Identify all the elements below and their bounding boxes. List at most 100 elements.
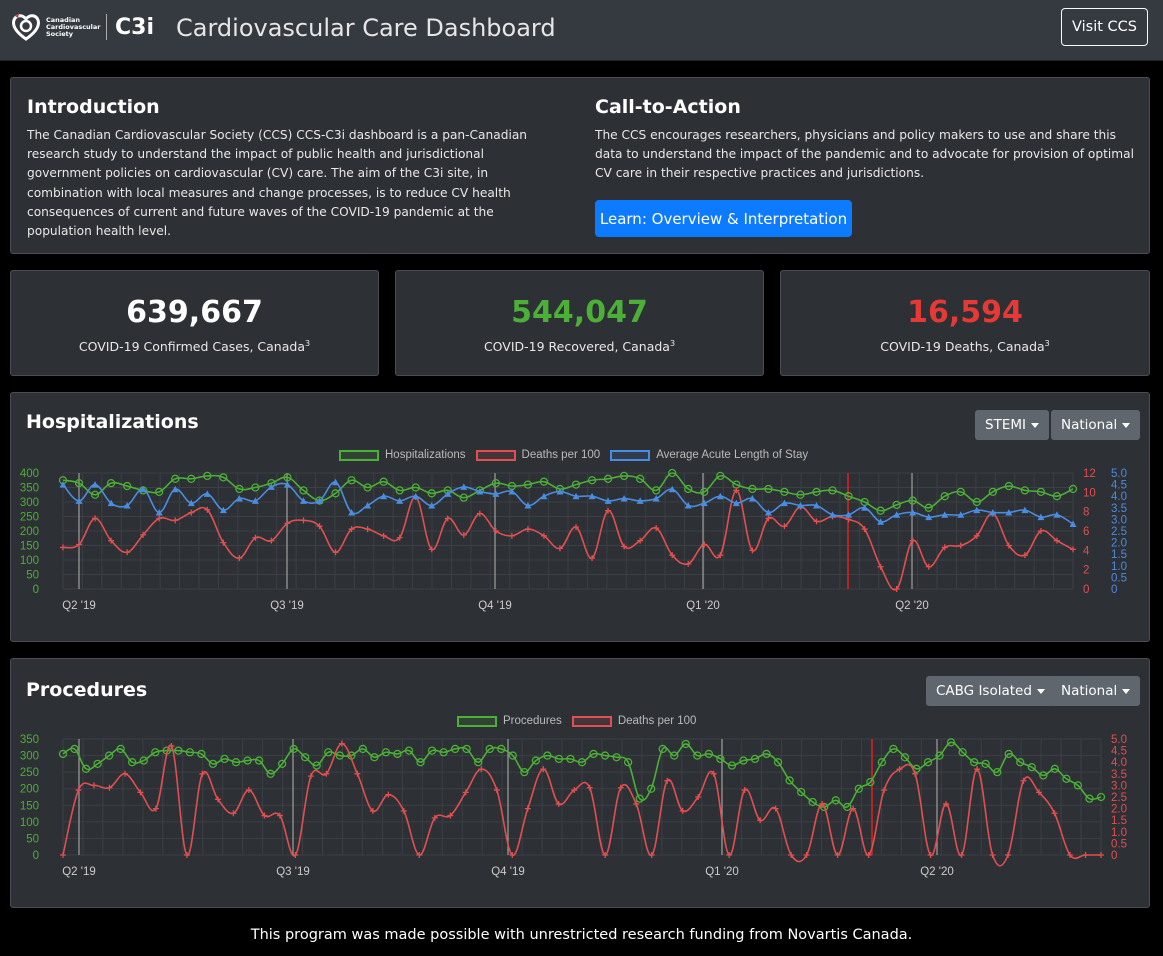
data-point[interactable] (168, 742, 175, 749)
data-point[interactable] (566, 754, 575, 764)
data-point[interactable] (104, 751, 114, 760)
data-point[interactable] (1062, 774, 1071, 783)
data-point[interactable] (1073, 781, 1083, 790)
data-point[interactable] (828, 486, 837, 495)
data-point[interactable] (695, 794, 702, 800)
data-point[interactable] (395, 486, 404, 495)
data-point[interactable] (924, 503, 933, 512)
data-point[interactable] (1036, 487, 1046, 496)
data-point[interactable] (493, 787, 500, 794)
data-point[interactable] (235, 495, 243, 502)
data-point[interactable] (316, 497, 324, 504)
data-point[interactable] (748, 495, 756, 502)
data-point[interactable] (780, 499, 788, 507)
data-point[interactable] (700, 499, 708, 507)
data-point[interactable] (1005, 542, 1012, 549)
data-point[interactable] (404, 746, 414, 755)
data-point[interactable] (187, 499, 195, 507)
data-point[interactable] (380, 532, 387, 539)
data-point[interactable] (923, 758, 933, 767)
data-point[interactable] (1085, 794, 1094, 803)
data-point[interactable] (973, 532, 980, 539)
data-point[interactable] (1004, 481, 1014, 491)
data-point[interactable] (876, 506, 885, 515)
data-point[interactable] (76, 541, 83, 548)
data-point[interactable] (912, 770, 919, 777)
data-point[interactable] (183, 852, 190, 858)
data-point[interactable] (338, 740, 345, 747)
data-point[interactable] (893, 586, 900, 592)
data-point[interactable] (459, 493, 468, 502)
data-point[interactable] (187, 474, 196, 483)
data-point[interactable] (300, 517, 307, 524)
data-point[interactable] (602, 852, 609, 858)
data-point[interactable] (925, 563, 932, 570)
data-point[interactable] (478, 766, 485, 773)
data-point[interactable] (749, 547, 756, 554)
data-point[interactable] (492, 528, 499, 534)
data-point[interactable] (137, 789, 144, 796)
data-point[interactable] (1039, 771, 1048, 780)
data-point[interactable] (716, 471, 725, 481)
data-point[interactable] (741, 787, 748, 794)
data-point[interactable] (358, 744, 368, 754)
data-point[interactable] (332, 549, 339, 556)
data-point[interactable] (155, 508, 163, 516)
data-point[interactable] (780, 487, 789, 496)
data-point[interactable] (717, 552, 724, 559)
data-point[interactable] (122, 481, 132, 491)
data-point[interactable] (555, 800, 562, 807)
data-point[interactable] (1037, 528, 1044, 534)
data-point[interactable] (854, 784, 863, 793)
data-point[interactable] (796, 490, 805, 499)
data-point[interactable] (116, 744, 125, 754)
data-point[interactable] (268, 537, 275, 544)
data-point[interactable] (245, 787, 252, 794)
data-point[interactable] (571, 787, 578, 794)
data-point[interactable] (508, 532, 515, 539)
data-point[interactable] (957, 511, 965, 518)
hospitalizations-chart[interactable]: Q2 '19 Q3 '19 Q4 '19 Q1 '20 Q2 '204003503002… (11, 393, 1151, 643)
data-point[interactable] (276, 812, 283, 819)
data-point[interactable] (908, 496, 917, 505)
data-point[interactable] (254, 756, 264, 765)
data-point[interactable] (172, 517, 179, 524)
data-point[interactable] (316, 523, 323, 530)
data-point[interactable] (283, 473, 292, 482)
data-point[interactable] (726, 852, 733, 858)
data-point[interactable] (156, 515, 163, 522)
data-point[interactable] (620, 495, 628, 502)
data-point[interactable] (764, 508, 772, 516)
data-point[interactable] (1070, 546, 1076, 553)
data-point[interactable] (171, 474, 180, 483)
data-point[interactable] (524, 805, 531, 812)
data-point[interactable] (508, 488, 516, 495)
data-point[interactable] (412, 492, 420, 500)
data-point[interactable] (185, 748, 195, 757)
data-point[interactable] (681, 739, 690, 749)
data-point[interactable] (909, 537, 916, 544)
data-point[interactable] (139, 485, 147, 493)
data-point[interactable] (647, 784, 656, 793)
data-point[interactable] (199, 770, 206, 777)
data-point[interactable] (796, 501, 804, 509)
procedures-chart[interactable]: Q2 '19 Q3 '19 Q4 '19 Q1 '20 Q2 '20 350 300 250 2… (11, 659, 1151, 909)
data-point[interactable] (197, 749, 206, 759)
data-point[interactable] (331, 489, 340, 498)
data-point[interactable] (400, 807, 407, 814)
data-point[interactable] (1037, 513, 1045, 521)
data-point[interactable] (444, 490, 452, 497)
data-point[interactable] (716, 754, 725, 764)
data-point[interactable] (524, 526, 531, 533)
data-point[interactable] (214, 796, 221, 803)
data-point[interactable] (733, 487, 740, 494)
data-point[interactable] (587, 476, 597, 485)
hosp-type-dropdown[interactable]: STEMI (975, 410, 1049, 440)
data-point[interactable] (204, 506, 211, 513)
data-point[interactable] (543, 751, 552, 760)
data-point[interactable] (813, 518, 820, 525)
data-point[interactable] (539, 477, 549, 486)
data-point[interactable] (772, 805, 779, 812)
data-point[interactable] (335, 751, 344, 760)
data-point[interactable] (981, 759, 990, 769)
